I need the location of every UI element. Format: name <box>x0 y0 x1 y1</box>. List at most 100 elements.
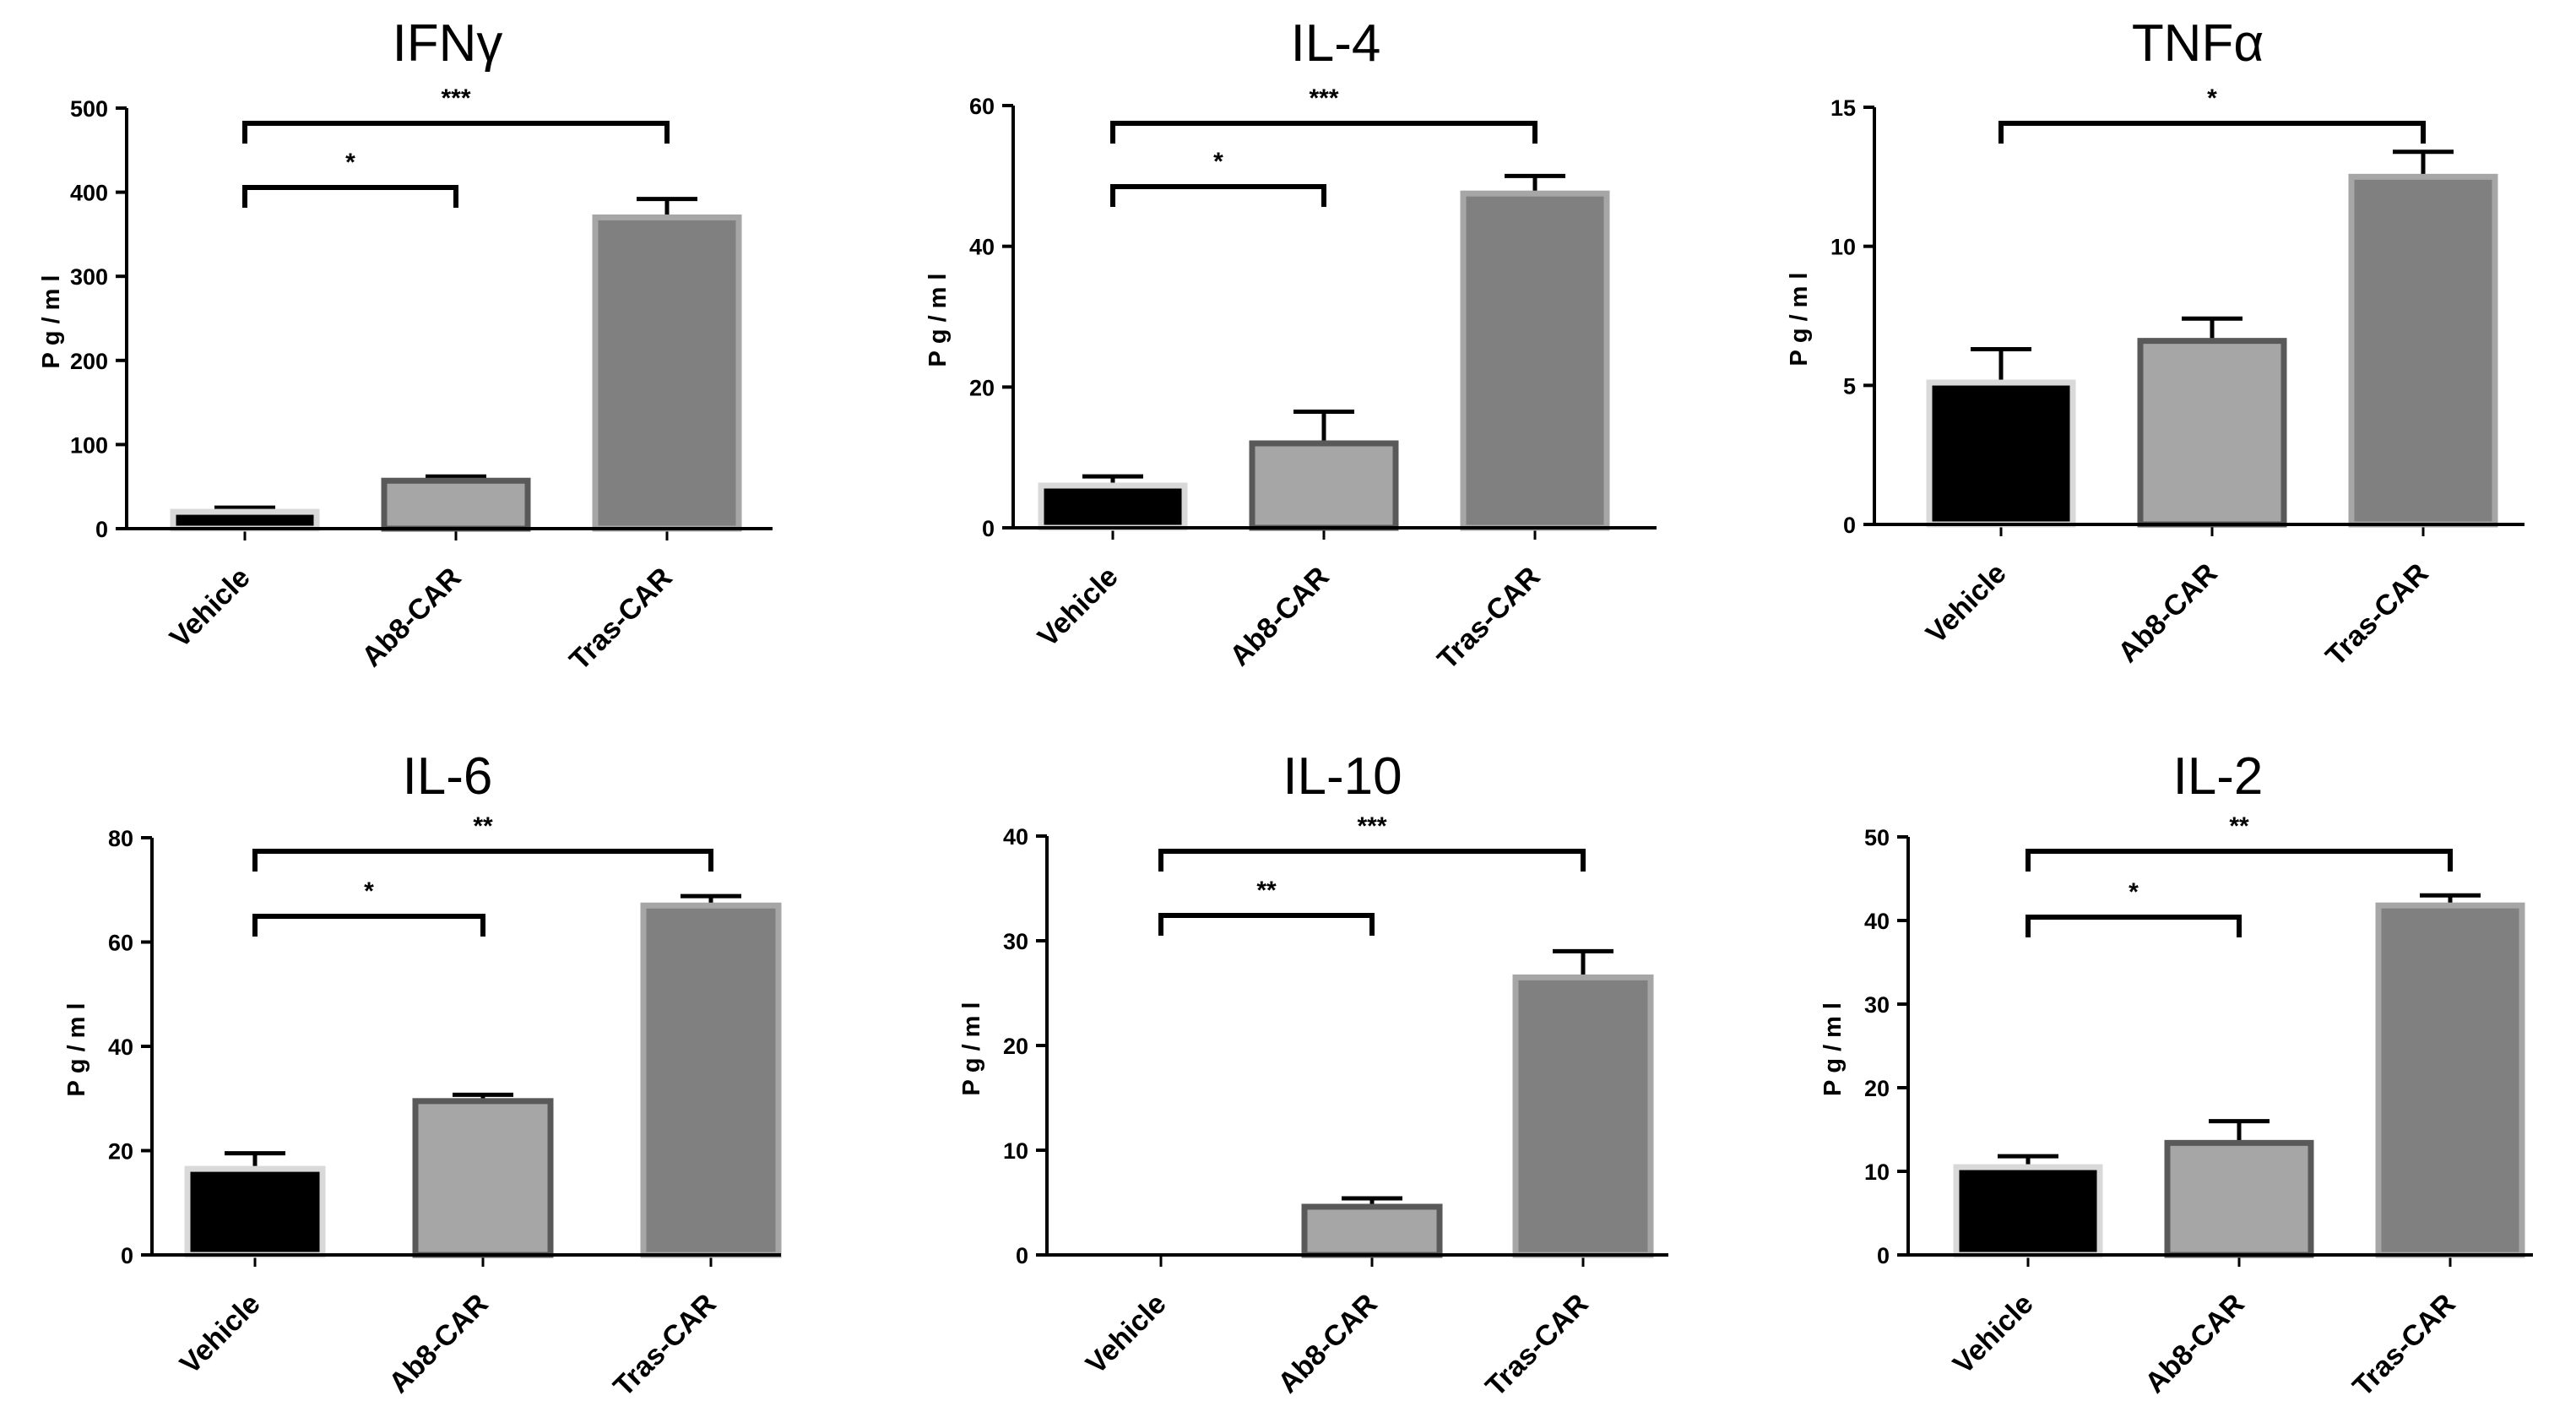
panel-3-title: TNFα <box>2132 14 2264 73</box>
panel-1-ytick-label: 300 <box>70 264 108 290</box>
panel-2-bar-vehicle <box>1038 482 1188 531</box>
panel-1-bar-tras-car <box>592 214 742 532</box>
panel-2-xtick-label: Tras-CAR <box>1431 561 1546 676</box>
panel-1-significance-bracket <box>242 185 458 208</box>
panel-6-significance-bracket <box>2026 915 2242 937</box>
panel-6-significance-label: ** <box>2229 812 2249 840</box>
panel-5-ytick-label: 30 <box>1003 929 1028 954</box>
panel-5-bar-ab8-car <box>1301 1203 1443 1258</box>
panel-4-bar-vehicle <box>184 1165 326 1258</box>
panel-4-ytick-label: 0 <box>121 1243 133 1268</box>
panel-1-y-axis-label: Pg/ml <box>38 269 65 369</box>
panel-3-xtick-label: Ab8-CAR <box>2112 557 2223 669</box>
panel-4-bar-tras-car <box>640 902 782 1258</box>
panel-5-bar-tras-car <box>1512 974 1654 1258</box>
panel-3-significance-bracket <box>1998 121 2426 144</box>
panel-4-significance-bracket <box>252 849 713 872</box>
panel-6-ytick-label: 0 <box>1877 1243 1890 1268</box>
panel-1-bar-ab8-car <box>381 477 531 532</box>
panel-4-xtick-label: Vehicle <box>174 1288 267 1381</box>
panel-3-bar-tras-car <box>2348 173 2498 528</box>
panel-2-ytick-label: 0 <box>982 516 995 541</box>
panel-5-y-axis-label: Pg/ml <box>958 996 985 1096</box>
panel-4-ytick-label: 80 <box>108 826 133 851</box>
panel-6-bar-tras-car <box>2375 902 2525 1258</box>
panel-1-ytick-label: 400 <box>70 181 108 206</box>
panel-5-xtick-label: Vehicle <box>1080 1288 1173 1381</box>
panel-4-ytick-label: 40 <box>108 1035 133 1060</box>
panel-6-xtick-label: Ab8-CAR <box>2139 1288 2250 1399</box>
panel-6-ytick-label: 20 <box>1864 1076 1890 1101</box>
panel-5-ytick-label: 20 <box>1003 1034 1028 1059</box>
panel-1-bar-vehicle <box>170 508 320 532</box>
panel-4-xtick-label: Tras-CAR <box>607 1288 722 1403</box>
panel-3-ytick-label: 10 <box>1830 235 1856 260</box>
panel-3-bar-ab8-car <box>2137 338 2287 528</box>
panel-2-xtick-label: Ab8-CAR <box>1223 561 1335 672</box>
panel-3-bar-vehicle <box>1926 379 2076 528</box>
panel-4-xtick-label: Ab8-CAR <box>382 1288 494 1399</box>
panel-4-significance-bracket <box>252 914 485 937</box>
panel-2-bar-tras-car <box>1460 190 1610 531</box>
panel-2-significance-bracket <box>1110 184 1326 207</box>
panel-6-bar-ab8-car <box>2164 1139 2314 1258</box>
panel-1-xtick-label: Ab8-CAR <box>355 562 467 673</box>
panel-5-significance-label: ** <box>1256 877 1277 904</box>
panel-6-ytick-label: 10 <box>1864 1159 1890 1185</box>
panel-6-ytick-label: 50 <box>1864 825 1890 850</box>
panel-1-ytick-label: 100 <box>70 432 108 458</box>
panel-4-title: IL-6 <box>403 747 493 806</box>
panel-3-ytick-label: 0 <box>1843 513 1856 538</box>
panel-6-xtick-label: Vehicle <box>1947 1288 2040 1381</box>
panel-1-significance-label: * <box>345 149 355 176</box>
panel-5: IL-10 0 10 20 30 40 Pg/ml Vehicle Ab8-CAR Tras-CA… <box>958 747 1668 1403</box>
panel-1-ytick-label: 500 <box>70 96 108 122</box>
panel-3: TNFα 0 5 10 15 Pg/ml Vehicle Ab8-CAR Tras-CAR * <box>1786 14 2524 672</box>
panel-4-ytick-label: 20 <box>108 1139 133 1165</box>
panel-4-bar-ab8-car <box>412 1098 554 1258</box>
panel-4-y-axis-label: Pg/ml <box>63 997 90 1097</box>
panel-4-significance-label: ** <box>473 812 493 840</box>
panel-2-ytick-label: 20 <box>969 375 995 400</box>
panel-2-y-axis-label: Pg/ml <box>925 267 952 367</box>
panel-1-ytick-label: 200 <box>70 349 108 374</box>
panel-4-ytick-label: 60 <box>108 931 133 956</box>
panel-5-significance-label: *** <box>1357 812 1386 840</box>
panel-1-significance-bracket <box>242 121 670 144</box>
panel-2-significance-label: * <box>1213 148 1223 176</box>
panel-3-y-axis-label: Pg/ml <box>1786 266 1813 367</box>
panel-6: IL-2 0 10 20 30 40 50 Pg/ml Vehicle Ab8-CAR Tras-C… <box>1819 747 2533 1403</box>
panel-3-significance-label: * <box>2207 84 2217 112</box>
panel-3-xtick-label: Tras-CAR <box>2319 557 2434 672</box>
panel-2-title: IL-4 <box>1291 14 1381 73</box>
panel-5-xtick-label: Tras-CAR <box>1479 1288 1594 1403</box>
panel-6-bar-vehicle <box>1953 1164 2103 1258</box>
panel-5-ytick-label: 10 <box>1003 1138 1028 1164</box>
panel-2-significance-bracket <box>1110 121 1537 144</box>
panel-1-significance-label: *** <box>441 84 470 112</box>
panel-2-ytick-label: 60 <box>969 94 995 119</box>
panel-5-ytick-label: 0 <box>1016 1243 1028 1268</box>
panel-2-xtick-label: Vehicle <box>1032 561 1125 654</box>
panel-5-significance-bracket <box>1158 849 1586 872</box>
panel-6-ytick-label: 30 <box>1864 992 1890 1018</box>
panel-3-xtick-label: Vehicle <box>1920 557 2013 650</box>
panel-6-significance-label: * <box>2129 878 2139 906</box>
panel-2-significance-label: *** <box>1309 84 1338 112</box>
panel-5-title: IL-10 <box>1283 747 1402 806</box>
panel-1-ytick-label: 0 <box>95 517 108 542</box>
panel-6-significance-bracket <box>2026 849 2453 872</box>
panel-2-ytick-label: 40 <box>969 235 995 260</box>
panel-1: IFNγ 0 100 200 300 400 500 Pg/ml Vehicle Ab8-CAR T… <box>38 14 773 676</box>
panel-3-ytick-label: 5 <box>1843 373 1856 399</box>
panel-2-bar-ab8-car <box>1249 440 1399 531</box>
panel-4: IL-6 0 20 40 60 80 Pg/ml Vehicle Ab8-CAR Tras-CAR… <box>63 747 782 1403</box>
panel-6-y-axis-label: Pg/ml <box>1819 996 1847 1096</box>
panel-6-xtick-label: Tras-CAR <box>2346 1288 2461 1403</box>
panel-4-significance-label: * <box>364 877 374 905</box>
panel-6-ytick-label: 40 <box>1864 909 1890 934</box>
panel-6-title: IL-2 <box>2173 747 2264 806</box>
panel-5-xtick-label: Ab8-CAR <box>1272 1288 1383 1399</box>
